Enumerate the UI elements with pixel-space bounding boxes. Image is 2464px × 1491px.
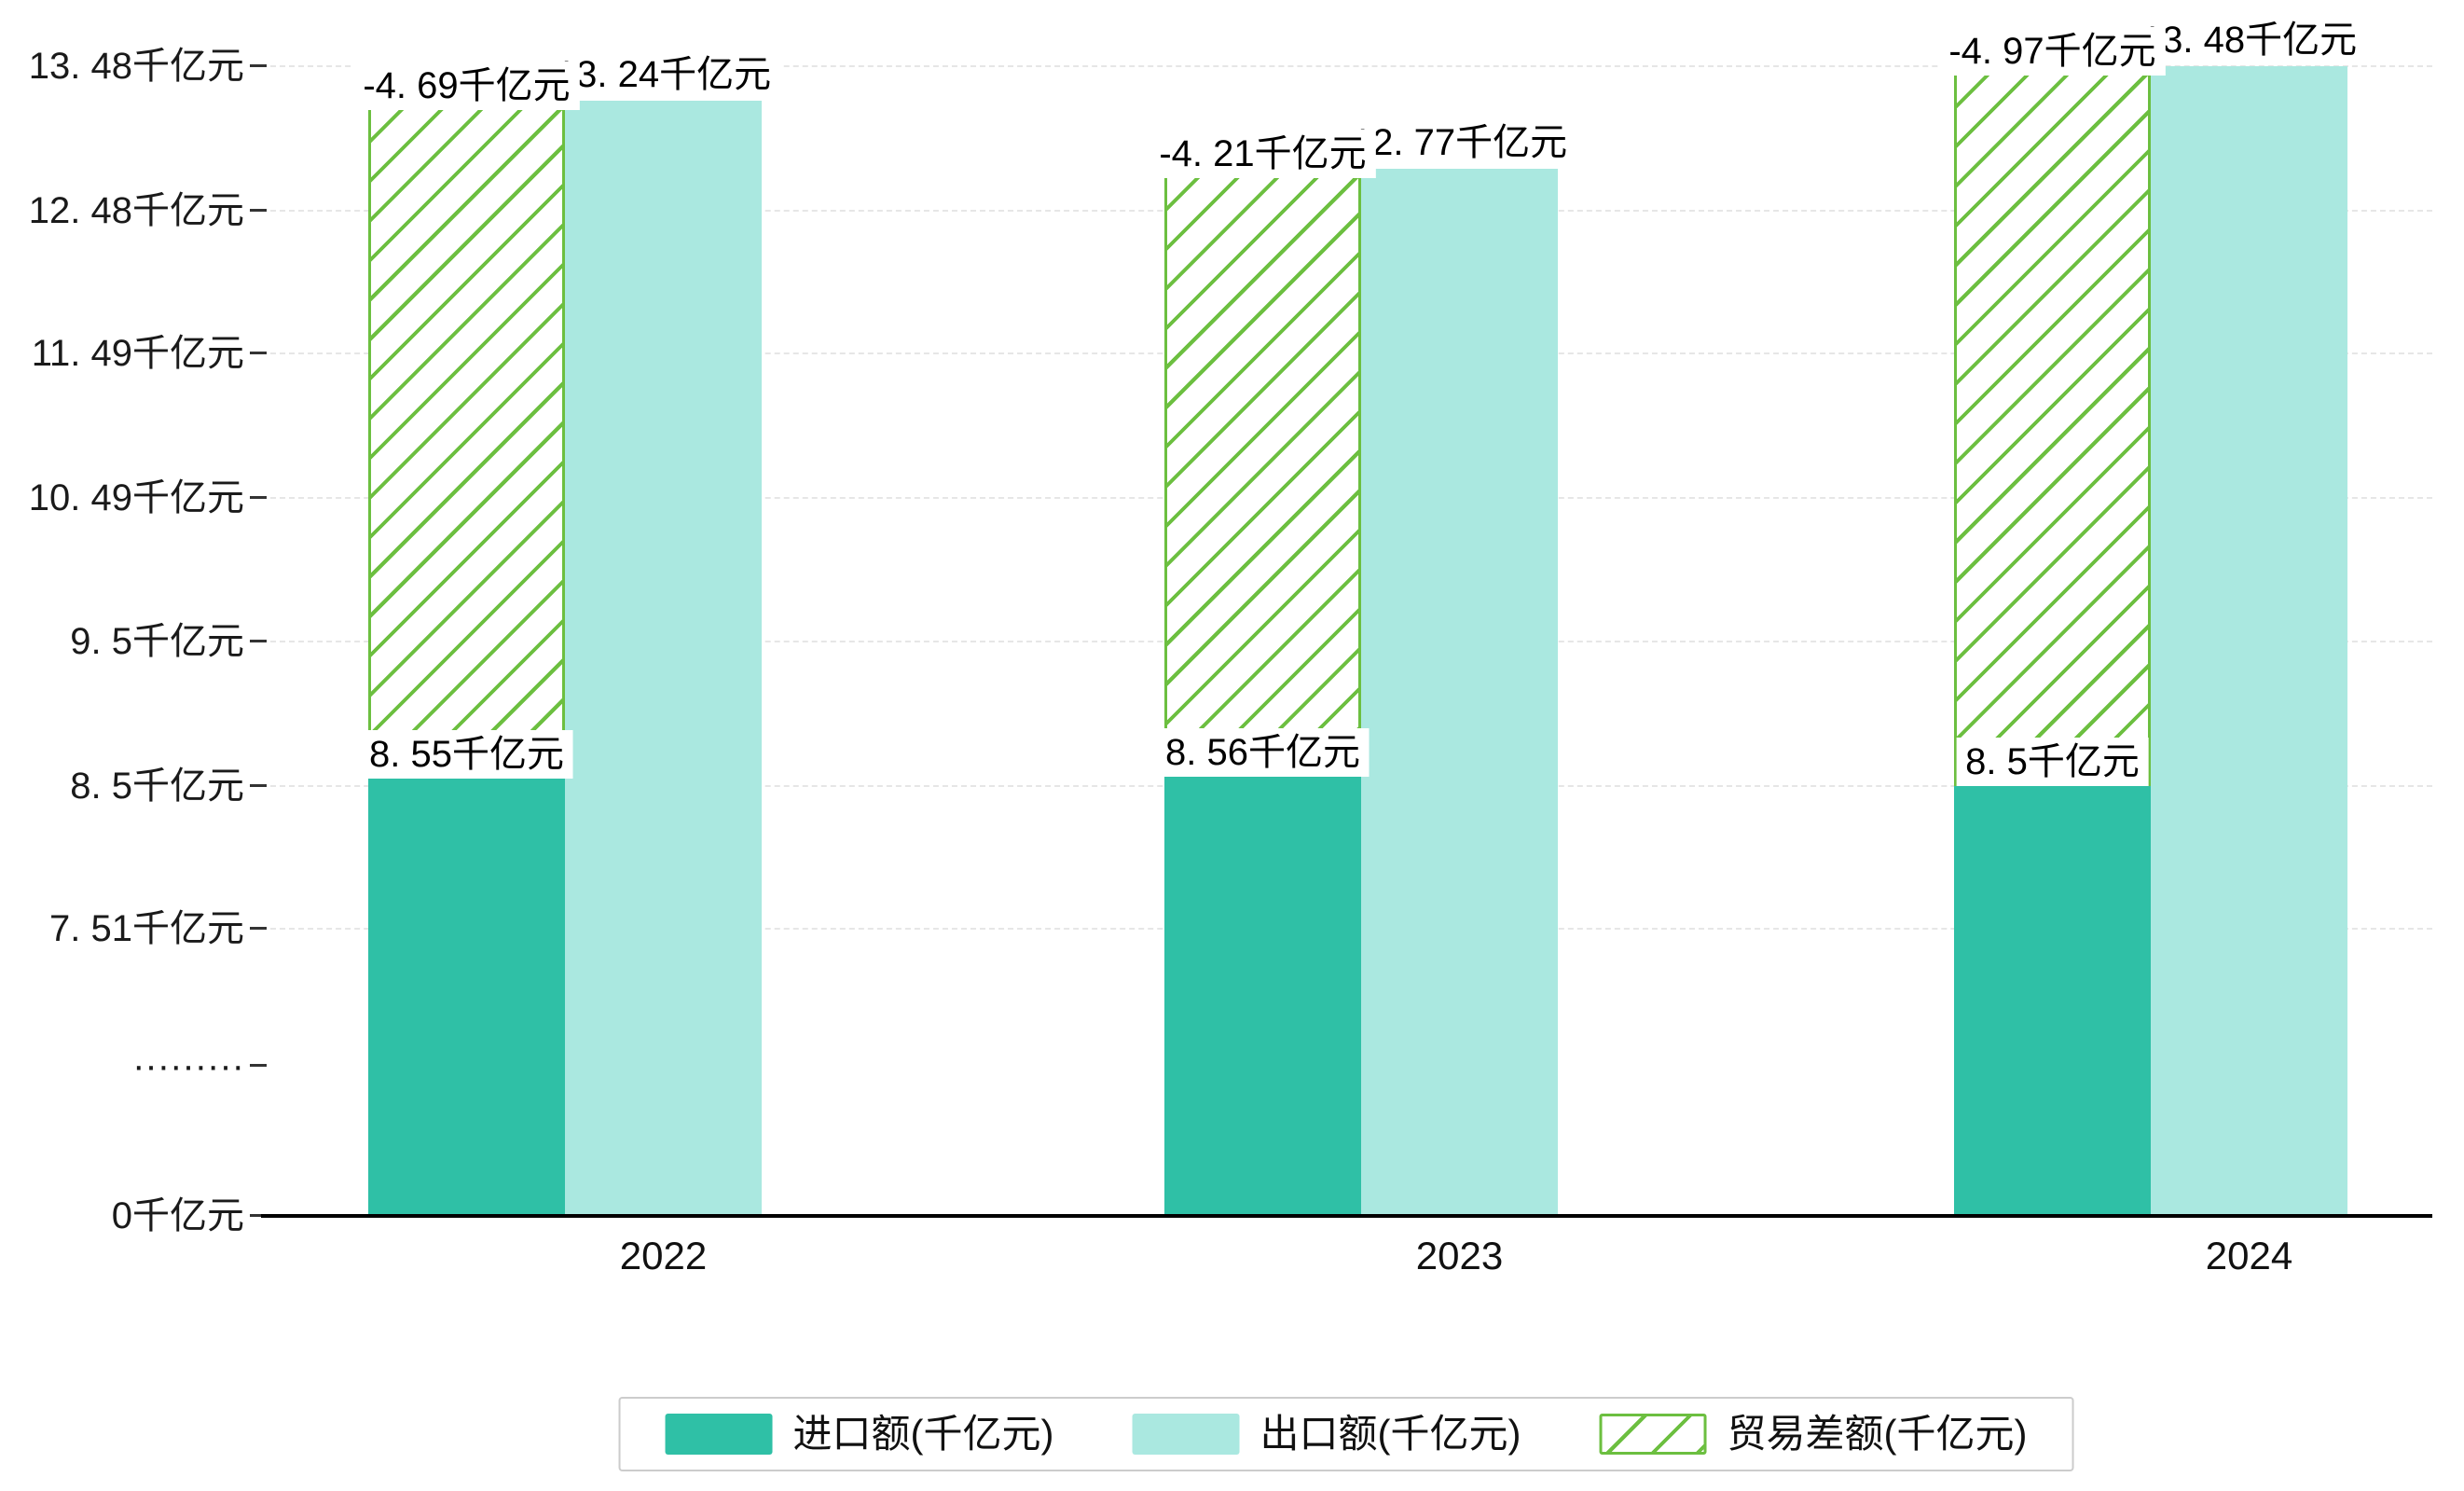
y-tick-mark bbox=[250, 639, 267, 642]
bar-label-import-2022: 8. 55千亿元 bbox=[360, 729, 573, 779]
y-axis-break-label: ········· bbox=[132, 1045, 244, 1086]
x-tick-label-2024: 2024 bbox=[2205, 1234, 2293, 1277]
bar-label-trade-balance-2024: -4. 97千亿元 bbox=[1939, 27, 2166, 76]
bar-trade-balance-2024 bbox=[1954, 66, 2151, 786]
y-tick-label: 13. 48千亿元 bbox=[28, 46, 244, 87]
bar-label-trade-balance-2023: -4. 21千亿元 bbox=[1149, 130, 1376, 178]
x-tick-label-2022: 2022 bbox=[619, 1234, 708, 1277]
y-gridline bbox=[261, 65, 2432, 67]
bar-trade-balance-2023 bbox=[1164, 169, 1361, 778]
y-tick-mark bbox=[250, 64, 267, 67]
bar-label-export-2023: 12. 77千亿元 bbox=[1342, 118, 1577, 167]
y-tick-label: 10. 49千亿元 bbox=[28, 477, 244, 519]
y-tick-label: 9. 5千亿元 bbox=[70, 620, 244, 662]
legend-item-0[interactable]: 进口额(千亿元) bbox=[665, 1412, 1054, 1456]
legend-swatch-1 bbox=[1132, 1414, 1240, 1455]
y-tick-label: 8. 5千亿元 bbox=[70, 765, 244, 807]
legend-label-0: 进口额(千亿元) bbox=[792, 1412, 1054, 1456]
legend-swatch-0 bbox=[665, 1414, 773, 1455]
bar-export-2022 bbox=[565, 101, 762, 1216]
y-tick-mark bbox=[250, 1064, 267, 1067]
legend-label-2: 贸易差额(千亿元) bbox=[1727, 1412, 2028, 1456]
bar-trade-balance-2022 bbox=[368, 101, 565, 779]
bar-label-export-2022: 13. 24千亿元 bbox=[545, 50, 781, 100]
bar-label-import-2024: 8. 5千亿元 bbox=[1956, 737, 2149, 786]
bar-label-export-2024: 13. 48千亿元 bbox=[2131, 16, 2367, 64]
legend: 进口额(千亿元) 出口额(千亿元) 贸易差额(千亿元) bbox=[618, 1397, 2074, 1471]
bar-label-trade-balance-2022: -4. 69千亿元 bbox=[353, 62, 580, 111]
y-tick-mark bbox=[250, 783, 267, 787]
legend-item-1[interactable]: 出口额(千亿元) bbox=[1132, 1412, 1521, 1456]
bar-import-2022 bbox=[368, 778, 565, 1216]
y-tick-mark bbox=[250, 927, 267, 930]
y-tick-mark bbox=[250, 496, 267, 500]
y-tick-label: 11. 49千亿元 bbox=[31, 333, 244, 375]
y-tick-mark bbox=[250, 352, 267, 355]
legend-item-2[interactable]: 贸易差额(千亿元) bbox=[1599, 1412, 2027, 1456]
legend-label-1: 出口额(千亿元) bbox=[1260, 1412, 1521, 1456]
legend-swatch-2 bbox=[1599, 1414, 1707, 1455]
y-tick-mark bbox=[250, 1214, 267, 1217]
bar-import-2023 bbox=[1164, 777, 1361, 1216]
x-axis-line bbox=[261, 1214, 2432, 1218]
bar-import-2024 bbox=[1954, 785, 2151, 1216]
y-tick-label: 12. 48千亿元 bbox=[28, 189, 244, 231]
y-tick-label: 0千亿元 bbox=[111, 1195, 244, 1236]
bar-label-import-2023: 8. 56千亿元 bbox=[1156, 728, 1370, 778]
bar-export-2024 bbox=[2151, 66, 2347, 1216]
x-tick-label-2023: 2023 bbox=[1415, 1234, 1504, 1277]
bar-export-2023 bbox=[1361, 169, 1558, 1216]
y-tick-mark bbox=[250, 208, 267, 212]
y-tick-label: 7. 51千亿元 bbox=[49, 908, 244, 949]
